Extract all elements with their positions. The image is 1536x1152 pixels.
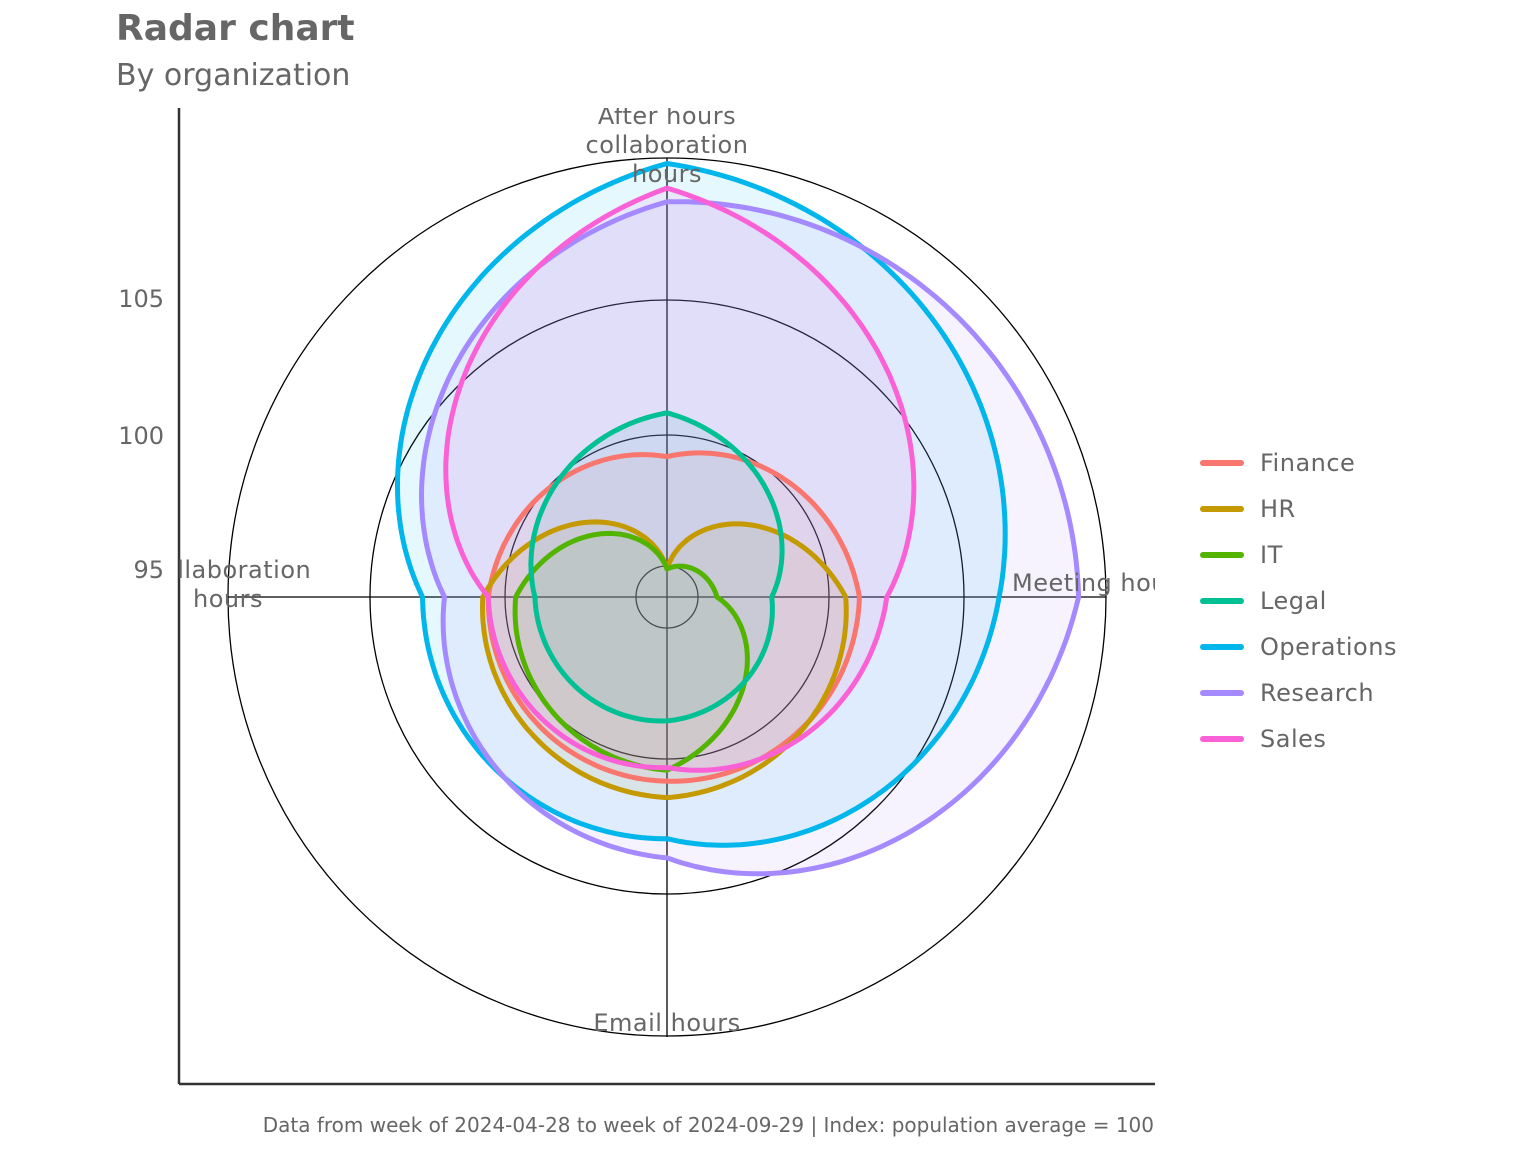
legend-item: IT (1200, 532, 1397, 578)
legend-label: IT (1260, 541, 1283, 569)
legend-swatch (1200, 690, 1244, 696)
legend-item: Finance (1200, 440, 1397, 486)
legend-label: Research (1260, 679, 1375, 707)
series-area-research (421, 201, 1079, 874)
legend-label: Finance (1260, 449, 1356, 477)
y-tick-label: 95 (133, 556, 164, 584)
legend-swatch (1200, 552, 1244, 558)
legend-swatch (1200, 644, 1244, 650)
axis-label: Collaboration hours (145, 556, 311, 613)
chart-subtitle: By organization (116, 58, 351, 93)
legend-label: Sales (1260, 725, 1327, 753)
legend-label: Legal (1260, 587, 1327, 615)
legend-item: Sales (1200, 716, 1397, 762)
series-area-sales (445, 188, 914, 771)
series-area-hr (482, 521, 847, 798)
y-tick-label: 105 (118, 285, 164, 313)
legend-label: Operations (1260, 633, 1397, 661)
axis-label: Email hours (593, 1009, 740, 1037)
series-line-it (512, 530, 750, 773)
legend-swatch (1200, 598, 1244, 604)
series-line-sales (443, 185, 917, 773)
chart-caption: Data from week of 2024-04-28 to week of … (262, 1113, 1154, 1137)
series-area-legal (530, 412, 783, 721)
series-area-operations (397, 163, 1006, 846)
legend-swatch (1200, 460, 1244, 466)
series-line-legal (528, 410, 785, 724)
legend-item: HR (1200, 486, 1397, 532)
series-line-operations (395, 161, 1008, 848)
legend-swatch (1200, 506, 1244, 512)
axis-label: After hours collaboration hours (586, 102, 749, 188)
legend: Finance HR IT Legal Operations Research Sales (1200, 440, 1397, 762)
series-group: After hours collaboration hours Meeting hou… (145, 102, 1190, 1037)
legend-swatch (1200, 736, 1244, 742)
series-area-it (515, 533, 748, 771)
series-line-research (419, 199, 1082, 877)
series-line-finance (485, 450, 862, 784)
chart-title: Radar chart (116, 8, 355, 49)
legend-label: HR (1260, 495, 1296, 523)
legend-item: Operations (1200, 624, 1397, 670)
legend-item: Legal (1200, 578, 1397, 624)
axis-label: Meeting hours (1012, 569, 1190, 597)
series-area-finance (488, 452, 860, 782)
y-tick-label: 100 (118, 422, 164, 450)
legend-item: Research (1200, 670, 1397, 716)
